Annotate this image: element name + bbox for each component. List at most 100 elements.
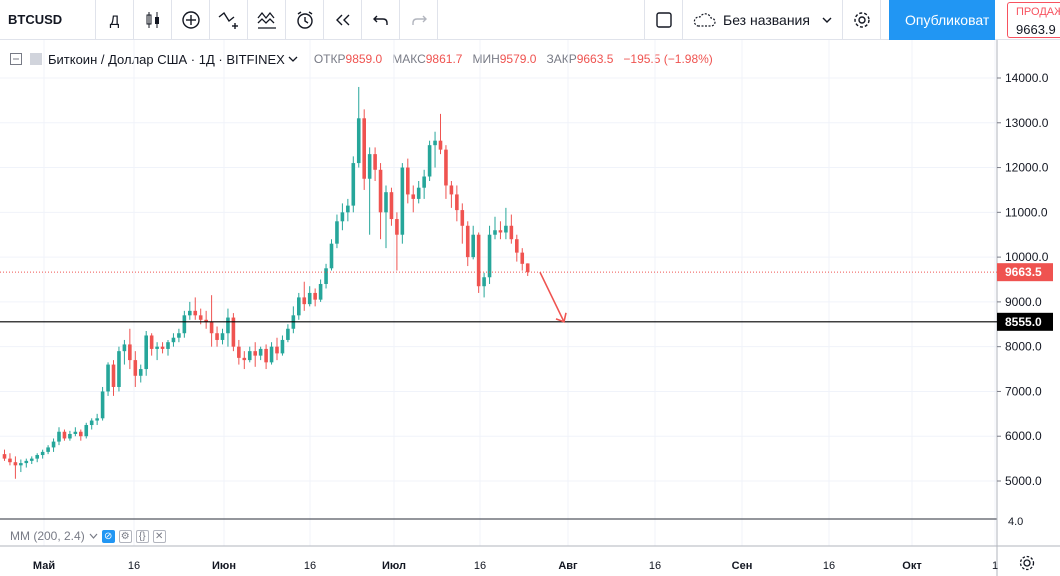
y-tick-label: 9000.0: [1005, 295, 1042, 309]
candle-body: [166, 342, 170, 349]
candle-body: [509, 225, 514, 240]
candle-body: [79, 431, 83, 437]
undo-icon[interactable]: [362, 0, 400, 40]
candle-body: [307, 292, 312, 305]
symbol-search-button[interactable]: BTCUSD: [0, 0, 96, 40]
redo-icon[interactable]: [400, 0, 438, 40]
candle-body: [215, 333, 219, 340]
candle-body: [51, 441, 56, 448]
add-indicator-icon[interactable]: [172, 0, 210, 40]
candles-icon[interactable]: [134, 0, 172, 40]
low-label: МИН: [472, 52, 500, 66]
chart-lines: [0, 271, 997, 323]
candle-body: [378, 169, 383, 213]
candle-body: [367, 154, 372, 179]
candle-body: [128, 344, 132, 361]
candle-body: [182, 315, 187, 334]
candle-body: [493, 230, 497, 235]
candle-body: [242, 357, 247, 361]
candle-body: [117, 351, 121, 387]
candle-body: [433, 140, 437, 146]
candle-body: [253, 351, 257, 356]
candle-body: [35, 455, 39, 459]
x-tick-label: Сен: [732, 560, 753, 572]
replay-icon[interactable]: [324, 0, 362, 40]
legend-title[interactable]: Биткоин / Доллар США · 1Д · BITFINEX: [48, 51, 285, 67]
candle-body: [24, 460, 29, 464]
candle-body: [487, 234, 492, 278]
candle-body: [269, 346, 274, 363]
candle-body: [264, 348, 268, 363]
alert-clock-icon[interactable]: [286, 0, 324, 40]
candle-body: [280, 339, 285, 354]
horizontal-level-tag: [997, 312, 1053, 331]
indicator-chevron-icon[interactable]: [89, 533, 98, 540]
interval-button[interactable]: Д: [96, 0, 134, 40]
indicator-label[interactable]: MM (200, 2.4): [10, 529, 85, 543]
indicator-hide-icon[interactable]: ⊘: [101, 529, 115, 543]
close-value: 9663.5: [576, 52, 614, 66]
candle-body: [138, 369, 143, 376]
candle-body: [220, 333, 225, 340]
candle-body: [362, 118, 366, 179]
candle-body: [8, 458, 12, 463]
chart-grid: [0, 40, 1060, 576]
indicator-source-icon[interactable]: {}: [135, 529, 149, 543]
sell-button[interactable]: ПРОДАЖА 9663.9: [1007, 2, 1060, 38]
candle-body: [193, 310, 198, 316]
fullscreen-layout-icon[interactable]: [645, 0, 683, 40]
compare-icon[interactable]: [210, 0, 248, 40]
indicator-legend: MM (200, 2.4) ⊘ ⚙ {} ✕: [10, 528, 166, 544]
candle-body: [525, 263, 530, 273]
x-tick-label: 16: [474, 560, 486, 572]
legend-chevron-icon[interactable]: [288, 55, 298, 63]
candle-body: [100, 391, 105, 419]
x-tick-label: Май: [33, 560, 55, 572]
indicator-settings-icon[interactable]: ⚙: [118, 529, 132, 543]
candle-body: [520, 252, 525, 264]
time-axis[interactable]: Май 16 Июн 16 Июл 16 Авг 16 Сен 16 Окт 1: [33, 555, 1035, 573]
candle-body: [149, 335, 154, 349]
axis-settings-gear-icon[interactable]: [1019, 555, 1035, 571]
x-tick-label: 16: [823, 560, 835, 572]
templates-icon[interactable]: [248, 0, 286, 40]
chart-legend: Биткоин / Доллар США · 1Д · BITFINEX ОТК…: [10, 50, 713, 68]
candle-body: [340, 212, 345, 222]
price-chart[interactable]: 14000.0 13000.0 12000.0 11000.0 10000.0 9000.…: [0, 40, 1060, 576]
candle-body: [422, 176, 426, 188]
price-axis[interactable]: 14000.0 13000.0 12000.0 11000.0 10000.0 9000.…: [997, 71, 1053, 528]
low-value: 9579.0: [499, 52, 537, 66]
layout-name-button[interactable]: Без названия: [683, 0, 843, 40]
indicator-remove-icon[interactable]: ✕: [152, 529, 166, 543]
candle-body: [416, 187, 421, 199]
candle-body: [19, 463, 23, 466]
candle-body: [384, 192, 388, 213]
collapse-legend-icon[interactable]: [10, 53, 22, 65]
symbol-logo-icon: [30, 53, 42, 65]
candle-body: [95, 418, 99, 421]
candle-body: [329, 243, 334, 269]
candle-body: [57, 431, 61, 442]
publish-button[interactable]: Опубликоват: [889, 0, 995, 40]
x-tick-label: Окт: [902, 560, 922, 572]
x-tick-label: Авг: [558, 560, 578, 572]
candle-body: [209, 322, 214, 334]
candle-body: [302, 297, 307, 305]
candle-body: [318, 283, 323, 300]
candle-body: [460, 210, 465, 226]
y-tick-label: 14000.0: [1005, 71, 1049, 85]
candle-body: [406, 167, 410, 195]
horizontal-level-tag-label: 8555.0: [1005, 315, 1042, 329]
y-tick-label: 5000.0: [1005, 474, 1042, 488]
last-price-tag: [997, 263, 1053, 282]
layout-name: Без названия: [723, 11, 810, 28]
candle-body: [471, 234, 475, 258]
chevron-down-icon: [822, 17, 832, 23]
y-tick-label: 12000.0: [1005, 161, 1049, 175]
sell-price: 9663.9: [1016, 22, 1056, 37]
candle-body: [395, 219, 399, 235]
cloud-icon: [693, 12, 716, 27]
settings-gear-icon[interactable]: [843, 0, 881, 40]
candle-body: [275, 346, 279, 354]
candle-body: [46, 447, 50, 452]
